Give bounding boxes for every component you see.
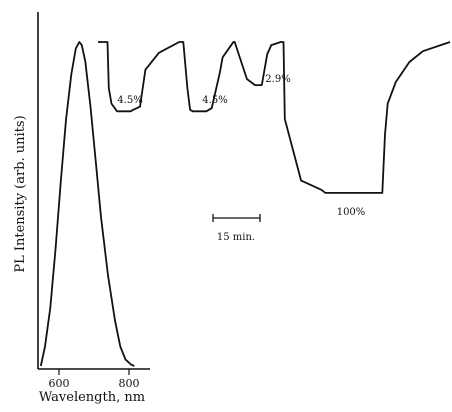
x-tick-group: 600 800 [49,369,140,390]
scale-bar: 15 min. [212,214,261,243]
spectrum-series-line [39,41,135,367]
y-axis-title: PL Intensity (arb. units) [13,115,28,272]
annotation-label-4: 100% [337,207,366,218]
x-tick-label-0: 600 [49,377,70,390]
x-tick-label-1: 800 [119,377,140,390]
scale-bar-label: 15 min. [217,232,255,243]
annotation-label-2: 4.5% [202,95,227,106]
x-axis-title: Wavelength, nm [39,390,145,405]
annotation-label-3: 2.9% [265,74,290,85]
time-trace-series-line [98,41,451,194]
annotation-label-1: 4.5% [117,95,142,106]
